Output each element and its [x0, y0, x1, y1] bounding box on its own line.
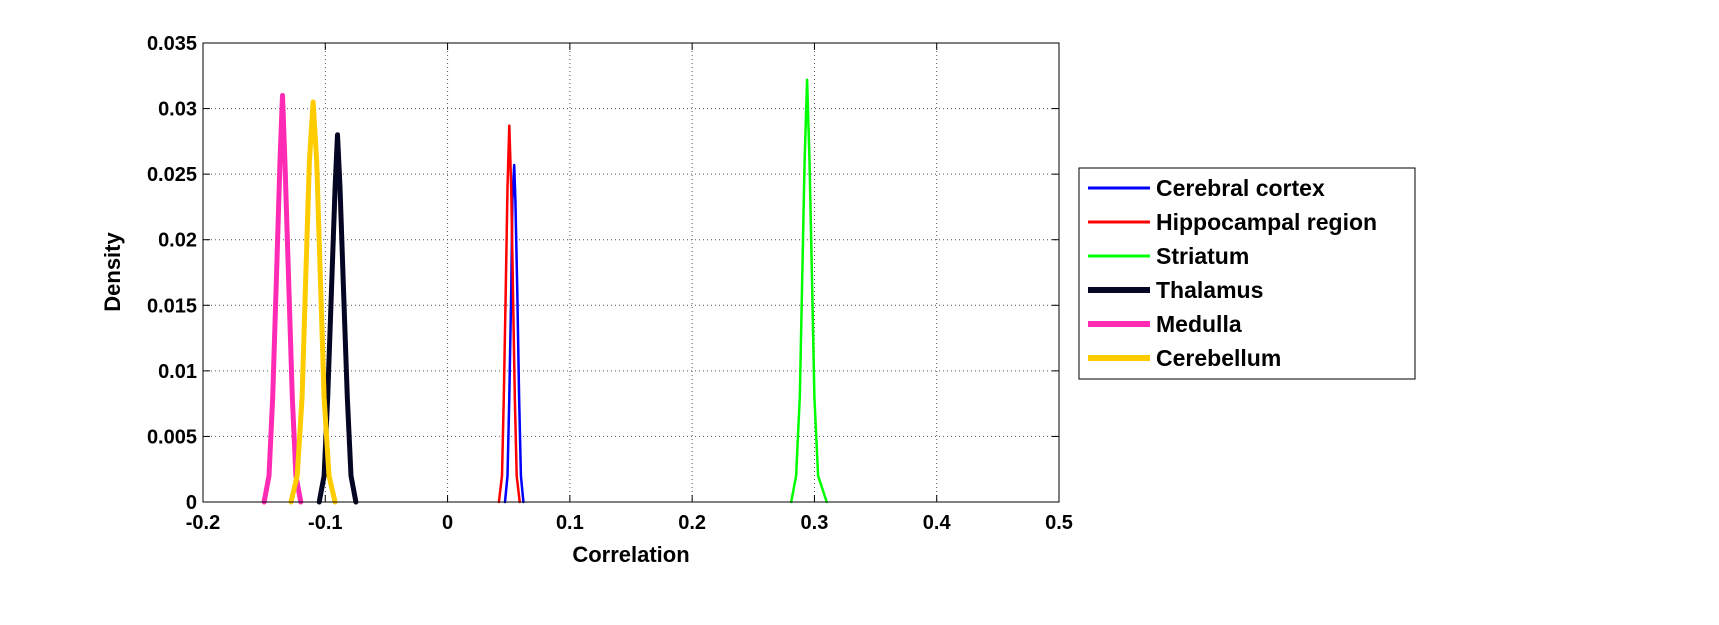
series-line-striatum [789, 78, 828, 504]
series-layer [261, 78, 828, 505]
y-tick-label: 0.03 [158, 99, 197, 121]
y-tick-label: 0.035 [147, 33, 197, 55]
axis-ticks: -0.2 -0.1 0 0.1 0.2 0.3 0.4 0.5 0 0.005 0.01 0.015 0… [147, 33, 1073, 534]
x-tick-label: 0 [442, 512, 453, 534]
legend-label-cerebellum: Cerebellum [1156, 345, 1281, 371]
y-tick-label: 0.005 [147, 426, 197, 448]
x-tick-label: 0.4 [923, 512, 952, 534]
y-axis-label: Density [100, 232, 125, 312]
series-line-medulla [261, 93, 304, 505]
x-tick-label: 0.2 [678, 512, 706, 534]
y-tick-label: 0.025 [147, 164, 197, 186]
plot-area [203, 43, 1059, 502]
x-axis-label: Correlation [572, 542, 689, 567]
series-line-hippocampal-region [497, 124, 521, 504]
series-line-cerebral-cortex [503, 163, 525, 504]
legend-label-hippocampal-region: Hippocampal region [1156, 209, 1377, 235]
x-tick-label: 0.5 [1045, 512, 1073, 534]
y-tick-label: 0.01 [158, 361, 197, 383]
legend-label-medulla: Medulla [1156, 311, 1242, 337]
y-tick-label: 0.02 [158, 230, 197, 252]
legend-label-striatum: Striatum [1156, 243, 1249, 269]
series-line-cerebellum [288, 99, 338, 505]
x-tick-label: -0.1 [308, 512, 342, 534]
legend: Cerebral cortex Hippocampal region Striatu… [1078, 167, 1416, 380]
plot-frame [202, 42, 1060, 503]
legend-label-thalamus: Thalamus [1156, 277, 1263, 303]
x-tick-label: 0.3 [801, 512, 829, 534]
x-tick-label: -0.2 [186, 512, 220, 534]
y-tick-label: 0.015 [147, 295, 197, 317]
legend-label-cerebral-cortex: Cerebral cortex [1156, 175, 1325, 201]
grid [203, 43, 1059, 502]
y-tick-label: 0 [186, 492, 197, 514]
legend-box [1078, 167, 1416, 380]
x-tick-label: 0.1 [556, 512, 584, 534]
